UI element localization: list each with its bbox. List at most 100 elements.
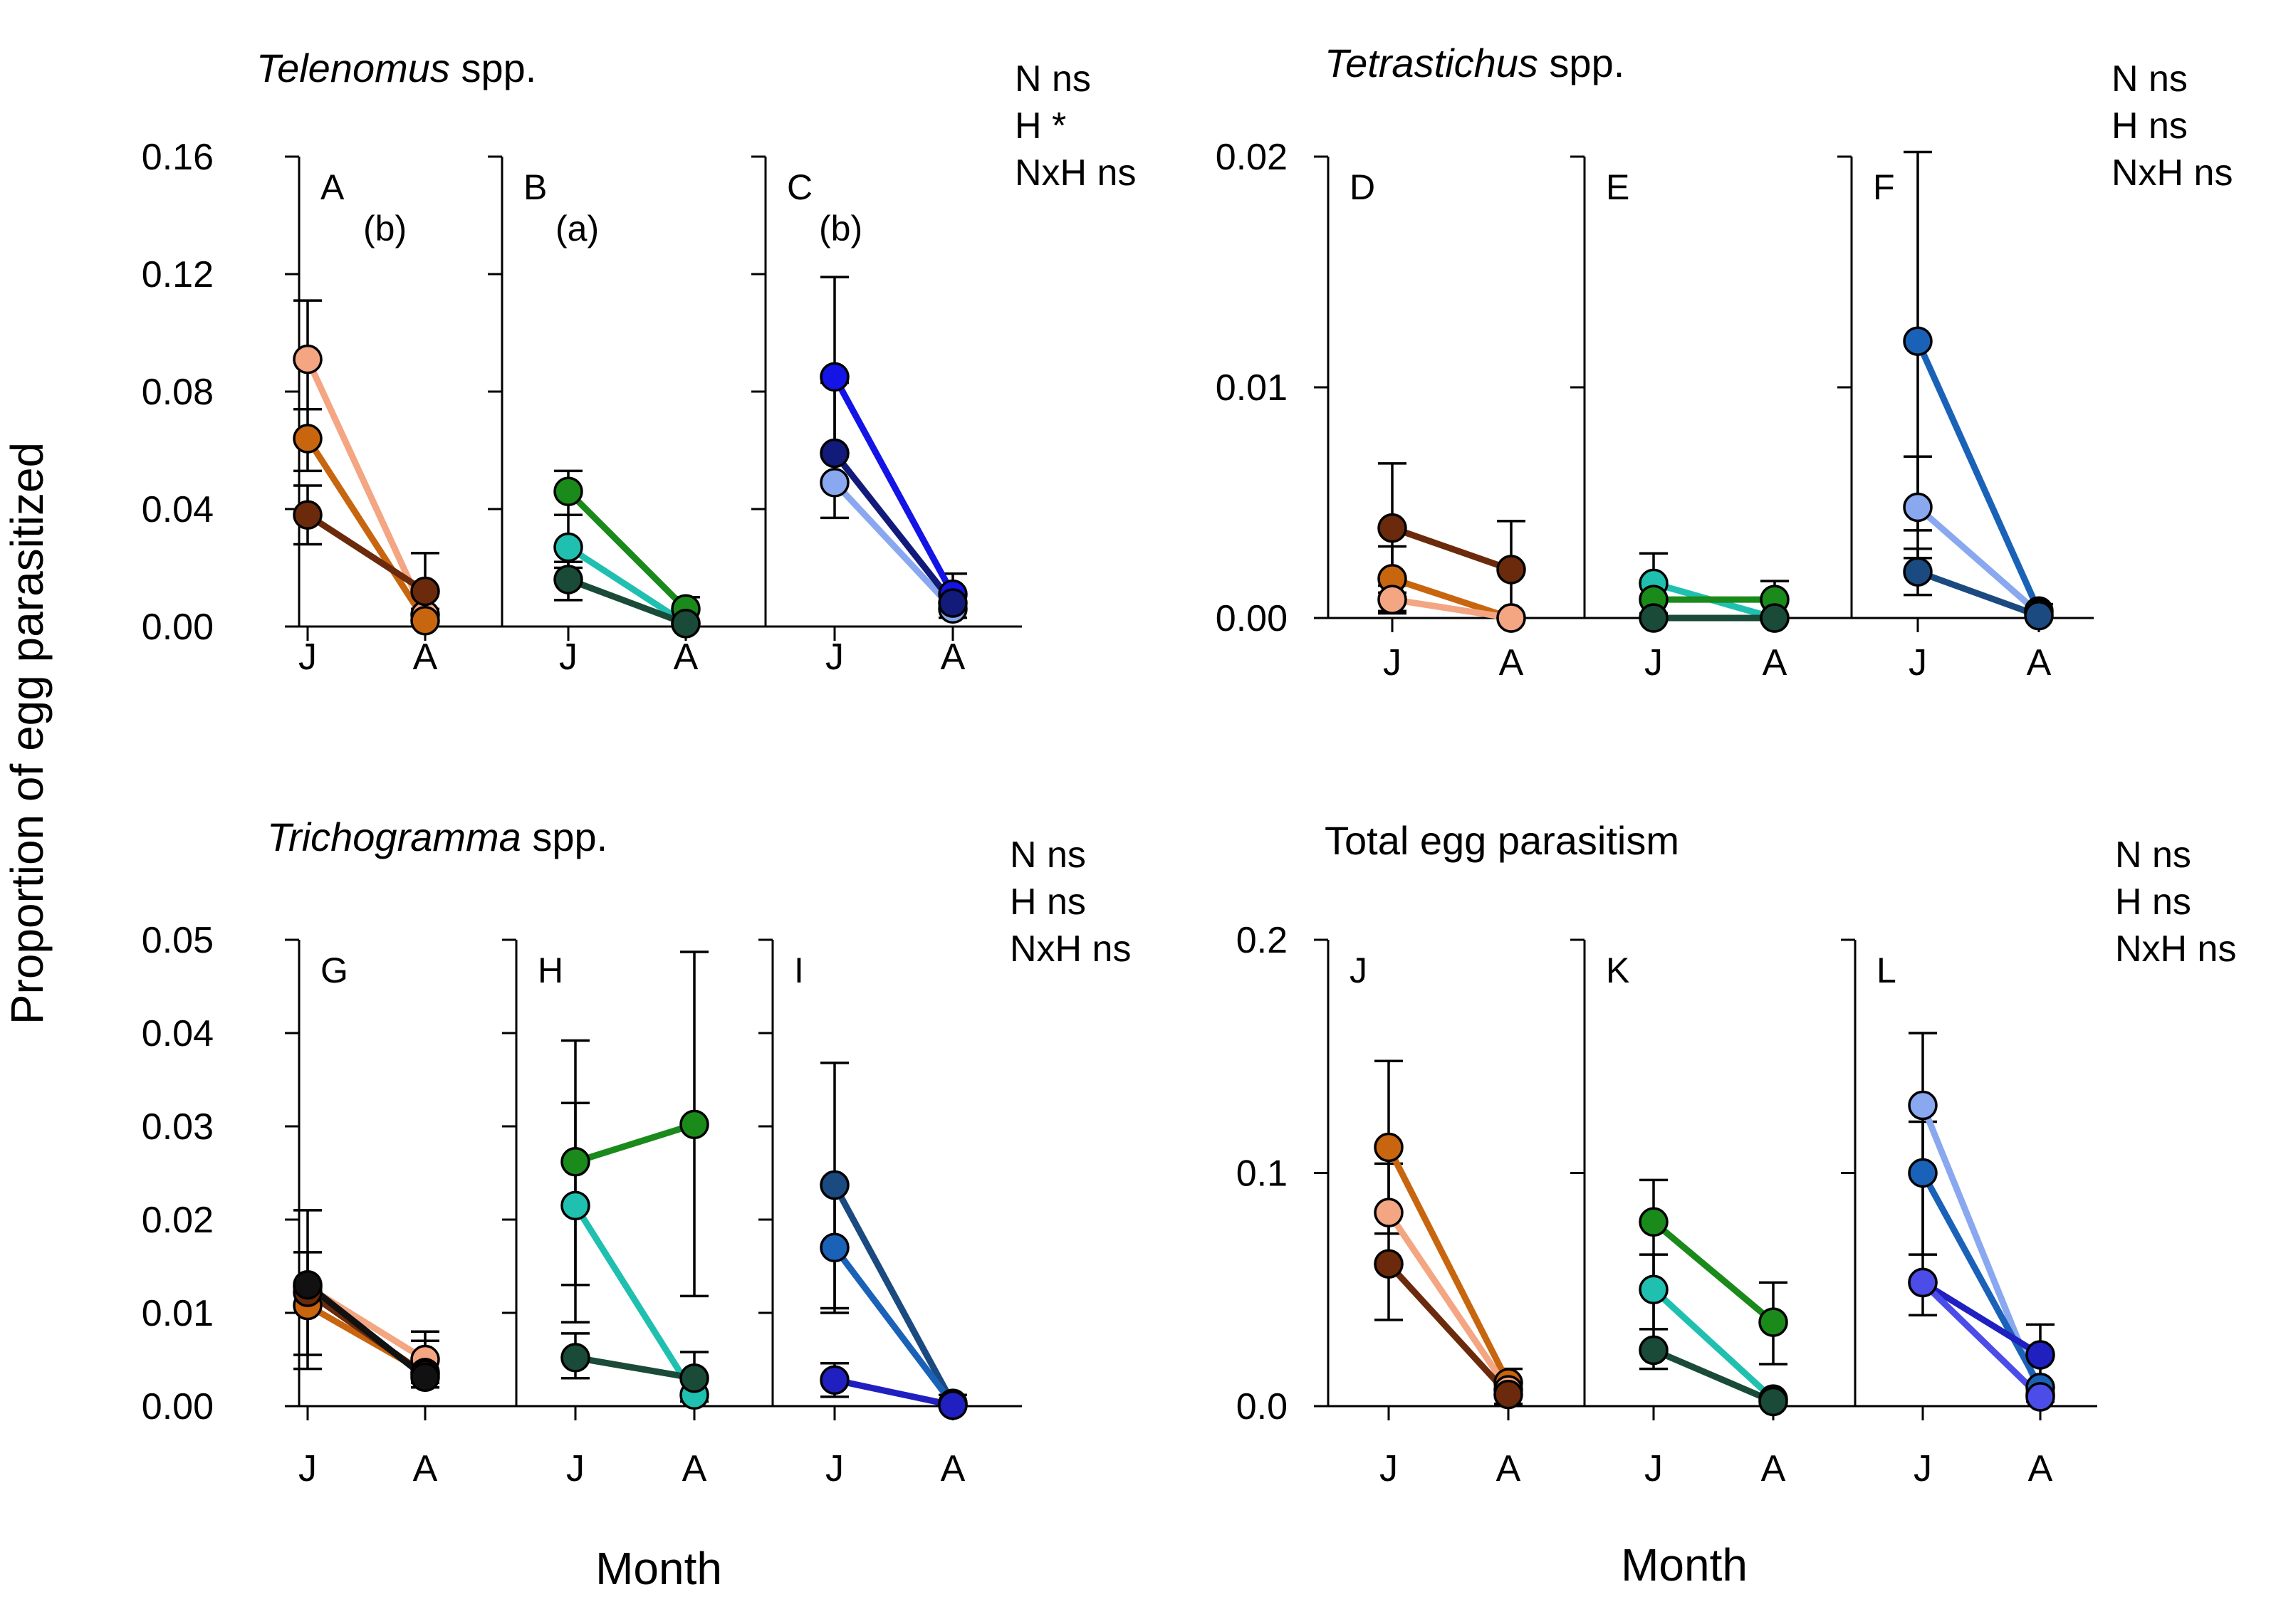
series-line bbox=[574, 1121, 696, 1165]
group-title: Telenomus spp. bbox=[256, 46, 536, 90]
data-point bbox=[938, 588, 968, 618]
data-point bbox=[1493, 1379, 1523, 1410]
group-title-rest: spp. bbox=[450, 46, 536, 90]
series-line bbox=[1386, 1262, 1511, 1397]
series-line bbox=[1391, 525, 1513, 573]
significance-letter: (b) bbox=[363, 209, 407, 248]
x-tick-label: J bbox=[298, 1448, 317, 1489]
x-tick-label: A bbox=[413, 636, 438, 678]
panel-letter: B bbox=[523, 167, 547, 207]
panel-letter: G bbox=[320, 950, 348, 990]
series-line bbox=[304, 357, 429, 617]
x-tick-label: A bbox=[2028, 1448, 2053, 1489]
y-tick-label: 0.03 bbox=[142, 1106, 214, 1148]
data-point bbox=[293, 344, 323, 374]
data-point bbox=[560, 1343, 590, 1373]
data-point bbox=[1374, 1198, 1404, 1227]
data-point bbox=[820, 362, 850, 392]
x-tick-label: A bbox=[1761, 1448, 1786, 1489]
x-tick-label: J bbox=[1383, 642, 1401, 683]
series-line bbox=[1392, 596, 1512, 622]
y-tick-label: 0.1 bbox=[1236, 1153, 1288, 1195]
group-title-rest: spp. bbox=[521, 814, 607, 859]
series-line bbox=[832, 451, 956, 605]
y-tick-label: 0.02 bbox=[142, 1200, 214, 1241]
panel-letter: E bbox=[1606, 167, 1629, 207]
x-tick-label: J bbox=[298, 636, 317, 678]
group-title: Tetrastichus spp. bbox=[1325, 41, 1624, 85]
data-point bbox=[2024, 601, 2054, 631]
data-point bbox=[1496, 603, 1526, 633]
series-line bbox=[566, 544, 688, 627]
panel-letter: H bbox=[538, 950, 563, 990]
x-tick-label: J bbox=[1914, 1448, 1932, 1489]
stats-label: N ns bbox=[2115, 834, 2191, 876]
x-tick-label: J bbox=[1644, 642, 1663, 683]
x-tick-label: J bbox=[1379, 1448, 1398, 1489]
data-point bbox=[2025, 1340, 2055, 1370]
data-point bbox=[1374, 1249, 1404, 1279]
data-point bbox=[820, 1365, 850, 1395]
x-tick-label: A bbox=[682, 1448, 707, 1489]
data-point bbox=[293, 500, 323, 530]
series-line bbox=[1651, 1287, 1776, 1402]
panel-letter: J bbox=[1350, 950, 1367, 990]
x-tick-label: J bbox=[559, 636, 578, 678]
data-point bbox=[1903, 492, 1933, 523]
series-line bbox=[1921, 1279, 2042, 1358]
data-point bbox=[410, 576, 440, 607]
x-tick-label: J bbox=[566, 1448, 585, 1489]
stats-label: NxH ns bbox=[2111, 152, 2233, 194]
data-point bbox=[820, 438, 850, 468]
data-point bbox=[560, 1190, 590, 1221]
stats-label: H ns bbox=[2115, 881, 2191, 923]
x-tick-label: J bbox=[1644, 1448, 1663, 1489]
stats-label: N ns bbox=[1015, 58, 1091, 100]
y-axis-label: Proportion of egg parasitized bbox=[1, 442, 53, 1025]
data-point bbox=[553, 476, 583, 506]
stats-label: H * bbox=[1015, 105, 1066, 147]
series-line bbox=[575, 1354, 695, 1382]
y-tick-label: 0.2 bbox=[1236, 920, 1288, 961]
x-tick-label: A bbox=[1496, 1448, 1521, 1489]
series-line bbox=[1920, 1280, 2043, 1400]
panel-letter: A bbox=[320, 167, 345, 207]
x-tick-label: A bbox=[1763, 642, 1787, 683]
data-point bbox=[1908, 1158, 1938, 1188]
series-line bbox=[832, 1183, 956, 1405]
series-line bbox=[832, 480, 956, 612]
data-point bbox=[679, 1109, 709, 1140]
data-point bbox=[1377, 513, 1407, 543]
series-line bbox=[1385, 1146, 1512, 1385]
y-tick-label: 0.00 bbox=[142, 607, 214, 648]
series-line bbox=[573, 1203, 697, 1397]
data-point bbox=[1903, 557, 1933, 587]
y-tick-label: 0.02 bbox=[1216, 137, 1288, 178]
series-line bbox=[1920, 1171, 2043, 1389]
x-tick-label: J bbox=[1909, 642, 1927, 683]
series-line bbox=[832, 375, 956, 596]
data-point bbox=[820, 468, 850, 498]
series-line bbox=[1651, 1219, 1775, 1325]
y-tick-label: 0.04 bbox=[142, 489, 214, 530]
panel-letter: D bbox=[1350, 167, 1375, 207]
data-point bbox=[1639, 1274, 1669, 1304]
series-line bbox=[1391, 575, 1513, 622]
significance-letter: (a) bbox=[555, 209, 599, 248]
data-point bbox=[1377, 585, 1407, 614]
data-point bbox=[1760, 603, 1790, 633]
group-title-rest: spp. bbox=[1538, 41, 1624, 85]
data-point bbox=[1374, 1132, 1404, 1163]
stats-label: N ns bbox=[1010, 834, 1086, 876]
x-tick-label: J bbox=[825, 1448, 844, 1489]
data-point bbox=[293, 424, 323, 454]
series-line bbox=[306, 1282, 427, 1380]
x-tick-label: A bbox=[1499, 642, 1524, 683]
x-tick-label: A bbox=[941, 636, 966, 678]
y-tick-label: 0.0 bbox=[1236, 1386, 1288, 1427]
data-point bbox=[820, 1232, 850, 1263]
series-line bbox=[832, 1245, 956, 1407]
data-point bbox=[560, 1147, 590, 1177]
group-title: Trichogramma spp. bbox=[267, 814, 607, 859]
